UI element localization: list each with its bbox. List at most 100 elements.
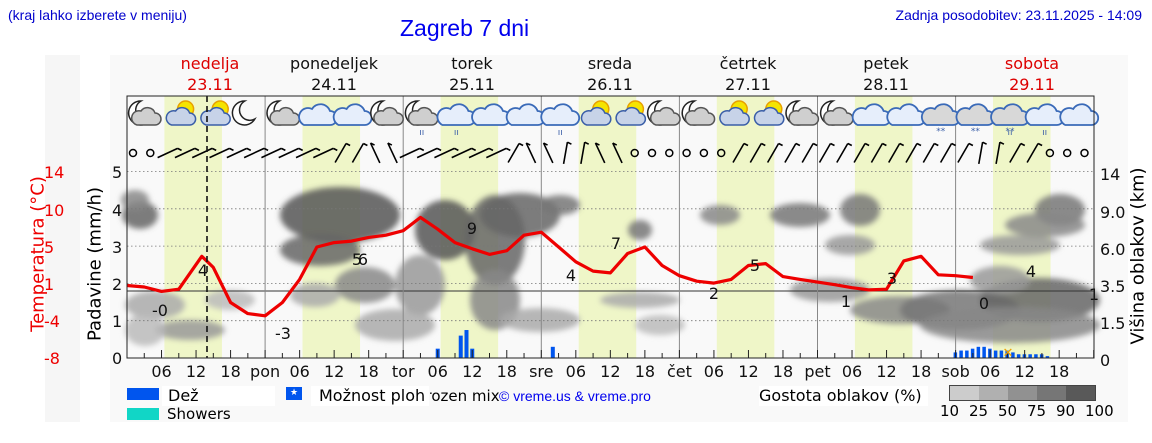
x-tick-label: 12: [876, 362, 896, 381]
day-name: torek: [451, 54, 493, 73]
x-tick-label: 18: [497, 362, 517, 381]
x-tick-label: pet: [804, 362, 830, 381]
day-headers: nedelja 23.11 ponedeljek 24.11 torek 25.11 sre…: [181, 54, 1059, 94]
tick-label: 10: [44, 201, 65, 220]
day-name: sreda: [588, 54, 632, 73]
svg-text:**: **: [936, 127, 946, 137]
x-tick-label: 12: [600, 362, 620, 381]
temperature-value-label: 6: [358, 250, 368, 269]
temperature-value-label: 4: [1026, 262, 1036, 281]
x-tick-label: 06: [151, 362, 171, 381]
x-tick-label: tor: [392, 362, 415, 381]
tick-label: -4: [44, 312, 60, 331]
tick-label: 2: [112, 275, 123, 294]
x-tick-label: 12: [1014, 362, 1034, 381]
x-tick-label: pon: [250, 362, 280, 381]
day-date: 23.11: [187, 75, 233, 94]
x-tick-label: 06: [704, 362, 724, 381]
temperature-value-label: -3: [275, 324, 291, 343]
day-date: 25.11: [449, 75, 495, 94]
day-name: sobota: [1005, 54, 1059, 73]
x-tick-label: čet: [667, 362, 692, 381]
x-tick-label: 18: [1049, 362, 1069, 381]
temperature-value-label: 4: [566, 266, 576, 285]
density-tick: 90: [1056, 402, 1076, 420]
temperature-value-label: 0: [979, 294, 989, 313]
day-name: petek: [863, 54, 909, 73]
x-tick-label: 12: [186, 362, 206, 381]
legend-showers: Showers: [167, 405, 231, 423]
thunder-star-icon: ★: [286, 387, 302, 400]
cloud-height-axis-label: Višina oblakov (km): [1127, 167, 1149, 345]
x-tick-label: 06: [289, 362, 309, 381]
temperature-value-label: 4: [198, 261, 208, 280]
temperature-value-label: 1: [841, 292, 851, 311]
x-tick-label: 12: [462, 362, 482, 381]
x-tick-label: sob: [941, 362, 969, 381]
density-tick: 75: [1027, 402, 1047, 420]
svg-text:ıı: ıı: [419, 128, 424, 138]
copyright-link[interactable]: © vreme.us & vreme.pro: [499, 388, 651, 404]
legend-frozen-mix: Frozen mix: [418, 387, 500, 405]
cloud-density-scale: [949, 385, 1096, 401]
showers-swatch: [127, 408, 159, 420]
frozen-mix-marker: ✕: [1003, 346, 1014, 361]
temperature-value-label: 2: [709, 284, 719, 303]
temperature-value-label: 5: [352, 250, 362, 269]
tick-label: -8: [44, 349, 60, 368]
day-date: 24.11: [311, 75, 357, 94]
x-axis: 06 12 18 pon 06 12 18 tor 06 12 18 sre 06 12 18 čet 06 12…: [126, 350, 1095, 381]
x-tick-label: 18: [911, 362, 931, 381]
x-tick-label: 12: [738, 362, 758, 381]
tick-label: 3: [112, 238, 123, 257]
rain-swatch: [127, 388, 159, 400]
tick-label: 5: [112, 163, 123, 182]
svg-text:ıı: ıı: [454, 128, 459, 138]
tick-label: 0: [1100, 351, 1111, 370]
day-name: nedelja: [181, 54, 240, 73]
density-tick: 10: [940, 402, 960, 420]
tick-label: 0: [112, 349, 123, 368]
x-tick-label: 06: [566, 362, 586, 381]
temperature-axis-panel: [45, 55, 80, 422]
x-tick-label: sre: [529, 362, 553, 381]
tick-label: 1.5: [1100, 314, 1126, 333]
x-tick-label: 18: [358, 362, 378, 381]
x-tick-label: 06: [980, 362, 1000, 381]
x-tick-label: 12: [324, 362, 344, 381]
x-tick-label: 06: [842, 362, 862, 381]
tick-label: 14: [1100, 165, 1121, 184]
region-hint: (kraj lahko izberete v meniju): [8, 7, 187, 23]
tick-label: 5: [44, 238, 55, 257]
legend-thunder: Možnost ploh: [311, 386, 429, 406]
gridlines: [127, 96, 1094, 358]
tick-label: 1: [44, 275, 55, 294]
day-date: 28.11: [863, 75, 909, 94]
temperature-value-label: -0: [152, 301, 168, 320]
x-tick-label: 18: [220, 362, 240, 381]
x-tick-label: 18: [773, 362, 793, 381]
cloud-density-scale-ticks: 10 25 50 75 90 100: [940, 402, 1114, 420]
svg-text:ıı: ıı: [1007, 128, 1012, 138]
x-tick-label: 18: [635, 362, 655, 381]
day-name: četrtek: [720, 54, 778, 73]
day-date: 29.11: [1009, 75, 1055, 94]
tick-label: 4: [112, 201, 123, 220]
day-date: 27.11: [725, 75, 771, 94]
day-date: 26.11: [587, 75, 633, 94]
precip-axis-label: Padavine (mm/h): [84, 187, 106, 341]
temperature-value-label: 3: [887, 269, 897, 288]
density-tick: 25: [969, 402, 989, 420]
wind-barbs-row: [128, 141, 1089, 164]
temperature-value-label: 5: [750, 256, 760, 275]
tick-label: 14: [44, 163, 65, 182]
day-name: ponedeljek: [290, 54, 379, 73]
temperature-line: [126, 215, 974, 318]
density-tick: 50: [998, 402, 1018, 420]
tick-label: 9.0: [1100, 203, 1126, 222]
weather-icons-row: ıı ıı ıı ** ** ıı** ıı: [127, 100, 1100, 138]
tick-label: 6.0: [1100, 240, 1126, 259]
svg-text:ıı: ıı: [558, 128, 563, 138]
x-tick-label: 06: [428, 362, 448, 381]
